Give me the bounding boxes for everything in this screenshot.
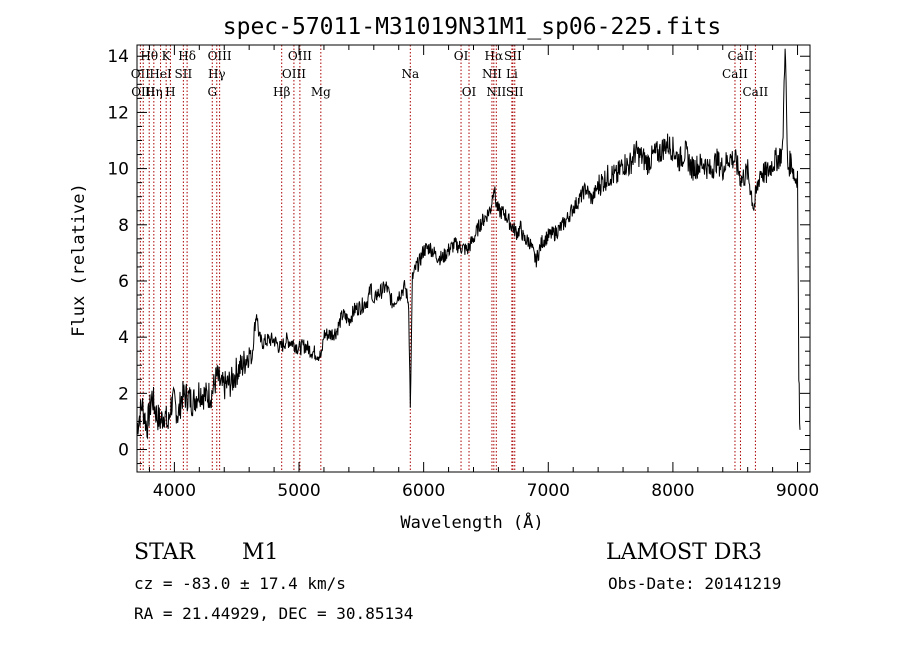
marker-label: Na [401,67,419,81]
observation-date: Obs-Date: 20141219 [608,574,782,593]
y-tick-label: 0 [118,441,129,461]
marker-label: CaII [742,85,768,99]
x-tick-label: 4000 [153,481,196,501]
marker-label: H [165,85,175,99]
marker-label: SII [506,85,524,99]
redshift-velocity: cz = -83.0 ± 17.4 km/s [134,574,346,593]
plot-area [137,48,801,440]
x-axis-label: Wavelength (Å) [400,511,543,533]
marker-label: Hη [145,85,163,99]
y-tick-label: 2 [118,384,129,404]
x-tick-label: 8000 [651,481,694,501]
y-tick-label: 4 [118,328,129,348]
x-tick-label: 5000 [277,481,320,501]
y-tick-label: 14 [107,47,129,67]
marker-label: Mg [311,85,331,99]
coordinates: RA = 21.44929, DEC = 30.85134 [134,604,414,623]
chart-title: spec-57011-M31019N31M1_sp06-225.fits [223,14,722,40]
plot-frame [136,44,811,473]
x-tick-label: 7000 [527,481,570,501]
marker-label: SII [504,49,522,63]
axes: 4000 5000 6000 7000 8000 9000 0 2 4 6 8 10 12 14 [107,45,819,501]
y-tick-label: 10 [107,160,129,180]
marker-label: G [207,85,217,99]
y-tick-label: 12 [107,103,129,123]
marker-label: SII [175,67,193,81]
marker-label: NII [486,85,506,99]
object-subclass: M1 [242,540,279,565]
marker-label: NII [482,67,502,81]
marker-label: OIII [288,49,312,63]
marker-label: OI [462,85,477,99]
spectrum-line [137,48,801,440]
y-axis-label: Flux (relative) [69,183,89,337]
x-tick-label: 6000 [402,481,445,501]
marker-label: OI [454,49,469,63]
marker-label: OIII [208,49,232,63]
survey-name: LAMOST DR3 [606,540,762,565]
object-class: STAR [134,540,195,565]
marker-label: Li [506,67,518,81]
x-tick-label: 9000 [776,481,819,501]
marker-label: CaII [722,67,748,81]
y-tick-label: 6 [118,272,129,292]
y-tick-label: 8 [118,216,129,236]
marker-label: Hβ [273,85,290,99]
marker-label: HeI [149,67,172,81]
marker-label: OII [131,67,151,81]
marker-label: Hδ [178,49,196,63]
marker-label: OIII [282,67,306,81]
marker-label: Hα [485,49,504,63]
marker-label: K [162,49,172,63]
marker-label: Hγ [208,67,226,81]
marker-label: CaII [728,49,754,63]
